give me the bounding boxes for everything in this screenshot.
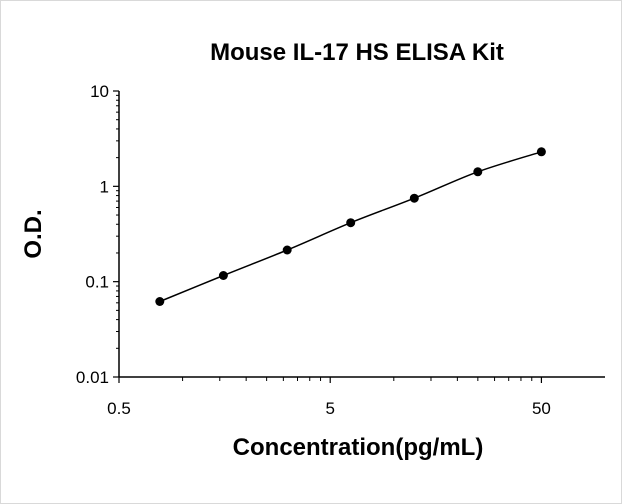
data-point (155, 297, 165, 306)
y-axis-label: O.D. (20, 209, 47, 258)
ticks (113, 90, 543, 383)
data-point (346, 218, 356, 228)
x-tick-label: 0.5 (107, 399, 131, 418)
data-point (409, 193, 419, 203)
y-tick-label: 1 (100, 177, 109, 196)
data-point (218, 271, 228, 280)
x-tick-label: 50 (532, 399, 551, 418)
x-axis-label: Concentration(pg/mL) (233, 434, 484, 461)
tick-labels: 10 1 0.1 0.01 0.5 5 50 (76, 82, 551, 418)
y-tick-label: 10 (90, 82, 109, 101)
x-tick-label: 5 (325, 399, 334, 418)
y-tick-label: 0.01 (76, 368, 109, 387)
axes (118, 91, 605, 378)
chart-title: Mouse IL-17 HS ELISA Kit (210, 39, 504, 66)
data-point (536, 147, 546, 157)
data-points (155, 147, 546, 306)
y-tick-label: 0.1 (85, 273, 109, 292)
data-point (282, 245, 292, 255)
data-point (473, 167, 483, 177)
